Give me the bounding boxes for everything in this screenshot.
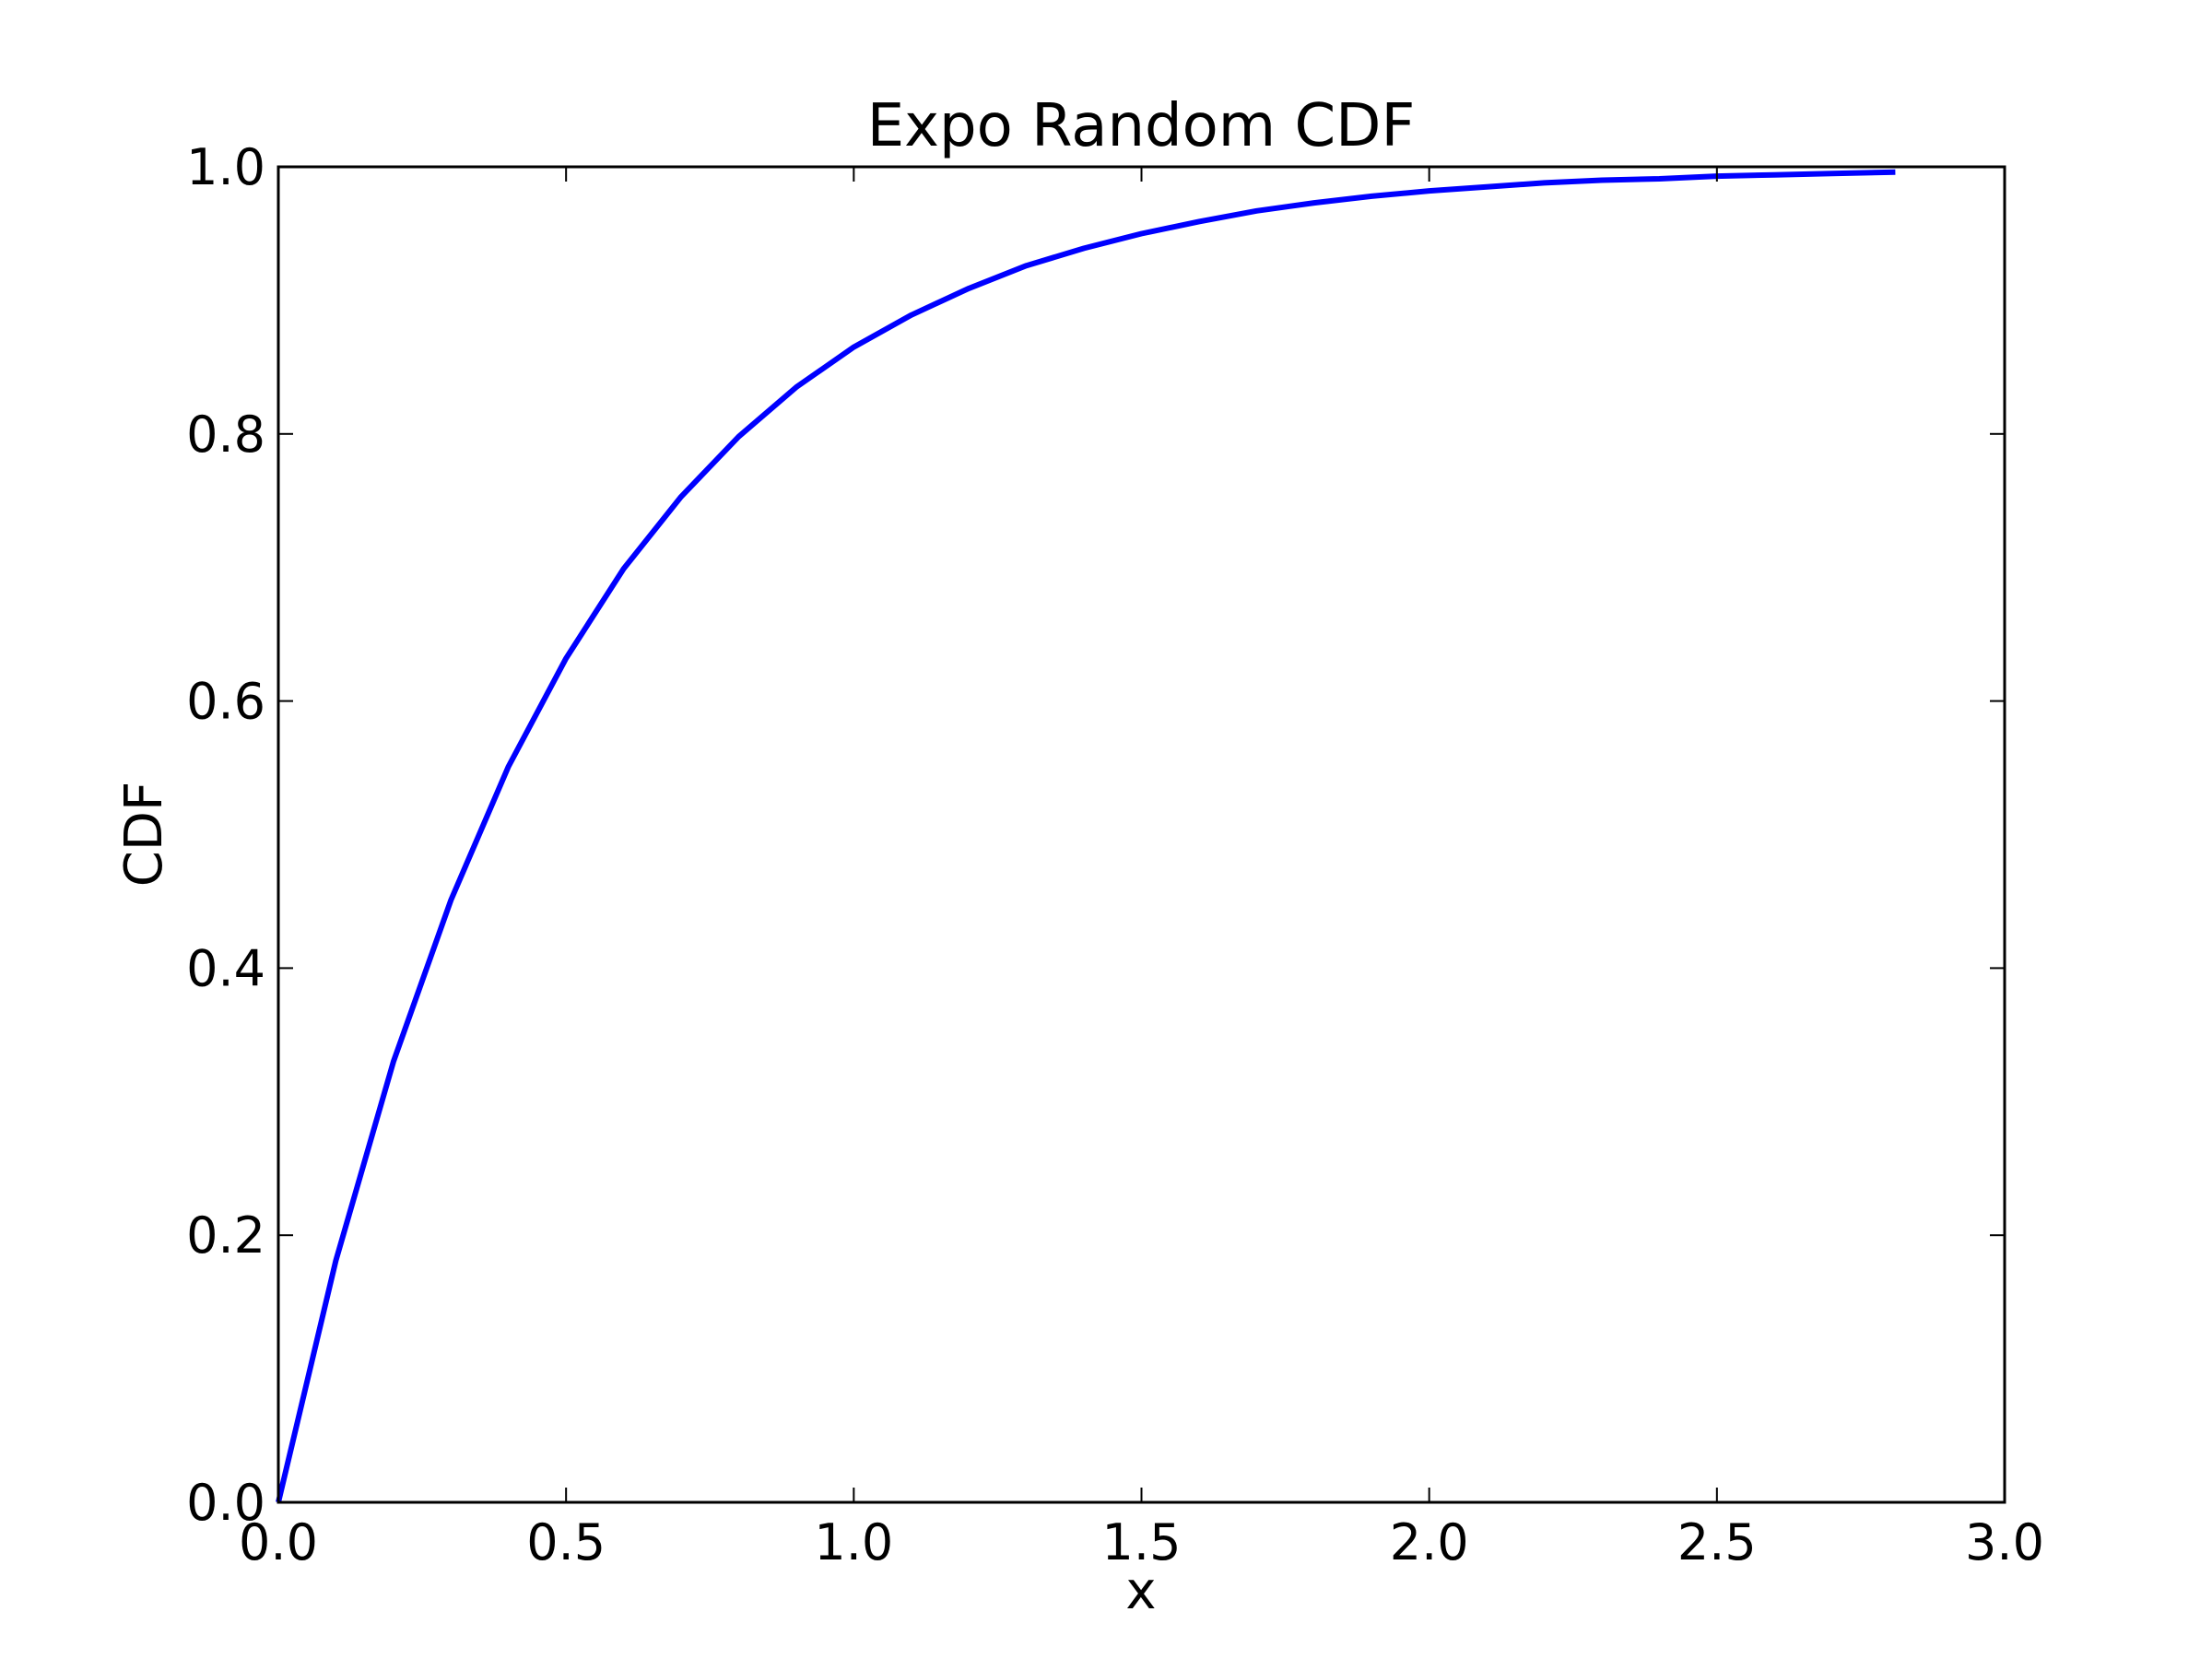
y-tick-label: 0.8: [186, 406, 265, 464]
x-tick-label: 0.5: [526, 1513, 606, 1571]
y-tick-label: 1.0: [186, 138, 265, 196]
plot-layer: [276, 169, 1896, 1503]
x-axis-label: x: [1125, 1561, 1156, 1621]
y-tick-label: 0.0: [186, 1474, 265, 1532]
y-tick-label: 0.2: [186, 1206, 265, 1265]
x-tick-label: 1.0: [814, 1513, 893, 1571]
y-axis-label: CDF: [114, 782, 174, 887]
ticks-layer: 0.0 0.5 1.0 1.5 2.0 2.5 3.0 0.0 0.2 0.4 0.6 0.8 1.0: [186, 138, 2044, 1571]
chart-title: Expo Random CDF: [867, 92, 1416, 160]
x-tick-label: 3.0: [1965, 1513, 2044, 1571]
y-tick-label: 0.4: [186, 939, 265, 997]
x-tick-label: 0.0: [239, 1513, 318, 1571]
x-tick-label: 2.5: [1677, 1513, 1757, 1571]
x-tick-label: 2.0: [1390, 1513, 1469, 1571]
y-tick-label: 0.6: [186, 673, 265, 731]
series-line-0: [276, 169, 1896, 1503]
x-tick-label: 1.5: [1102, 1513, 1182, 1571]
